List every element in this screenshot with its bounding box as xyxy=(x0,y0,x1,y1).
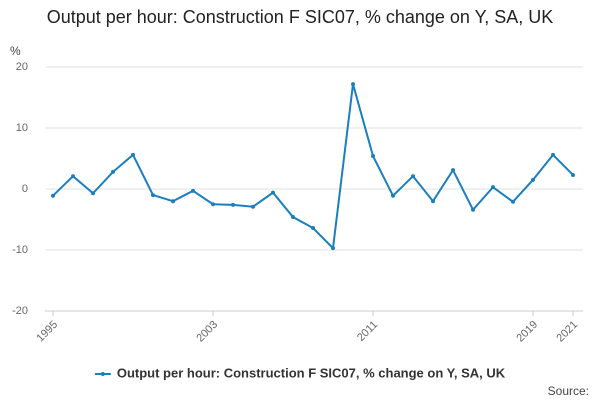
point xyxy=(371,154,375,159)
point xyxy=(131,152,135,157)
point xyxy=(411,174,415,179)
series-line xyxy=(52,83,574,251)
point xyxy=(271,190,275,195)
point xyxy=(191,188,195,193)
x-tick-label: 1995 xyxy=(34,319,60,345)
point xyxy=(91,191,95,196)
y-tick-label: 20 xyxy=(16,61,28,73)
point xyxy=(171,199,175,204)
point xyxy=(231,202,235,207)
source: Source: xyxy=(548,384,589,398)
point xyxy=(451,168,455,173)
point xyxy=(71,174,75,179)
x-tick-label: 2021 xyxy=(554,319,580,345)
legend-label: Output per hour: Construction F SIC07, %… xyxy=(117,365,506,380)
point xyxy=(251,204,255,209)
point xyxy=(491,185,495,190)
x-tick-label: 2019 xyxy=(514,319,540,345)
point xyxy=(151,193,155,198)
y-tick-label: -20 xyxy=(12,305,28,317)
y-tick-label: 10 xyxy=(16,122,28,134)
y-tick-label: 0 xyxy=(22,183,28,195)
point xyxy=(471,207,475,212)
y-tick-label: -10 xyxy=(12,244,28,256)
point xyxy=(211,202,215,207)
point xyxy=(331,246,335,251)
point xyxy=(431,199,435,204)
point xyxy=(311,226,315,231)
point xyxy=(531,177,535,182)
point xyxy=(391,193,395,198)
point xyxy=(511,199,515,204)
legend-marker xyxy=(100,372,105,376)
point xyxy=(571,172,575,177)
point xyxy=(111,169,115,174)
x-tick-label: 2011 xyxy=(355,319,380,344)
point xyxy=(51,193,55,198)
chart-title: Output per hour: Construction F SIC07, %… xyxy=(46,7,554,27)
point xyxy=(351,82,355,87)
x-tick-label: 2003 xyxy=(194,319,220,345)
point xyxy=(291,215,295,220)
y-unit: % xyxy=(10,44,21,58)
point xyxy=(551,152,555,157)
